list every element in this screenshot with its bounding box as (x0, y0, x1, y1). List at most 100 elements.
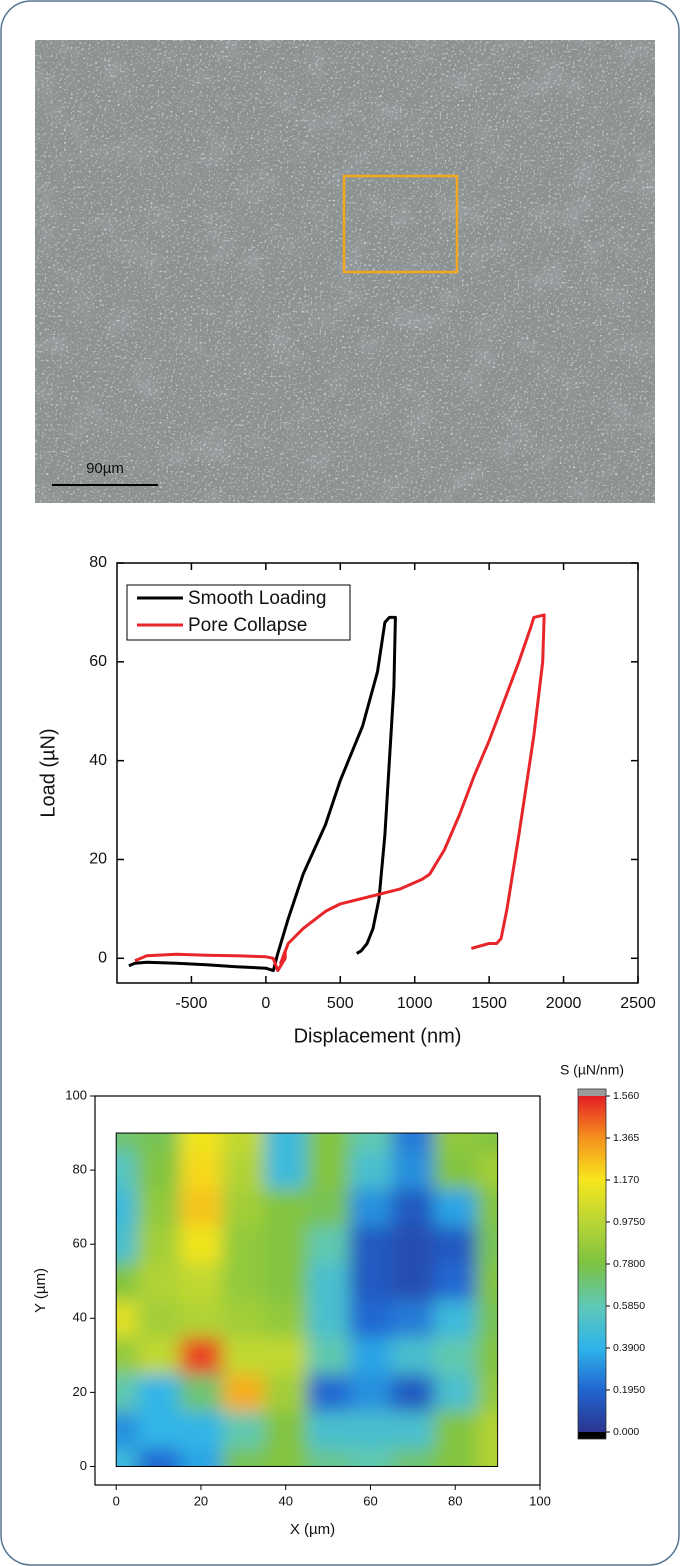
map-cell (434, 1410, 477, 1449)
y-tick-label: 80 (89, 554, 107, 571)
map-cell (306, 1262, 350, 1301)
y-axis-title: Y (µm) (32, 1268, 49, 1313)
map-cell (476, 1336, 498, 1375)
map-cell (264, 1299, 308, 1338)
map-cell (391, 1410, 435, 1449)
map-cell (434, 1225, 477, 1264)
map-cell (137, 1262, 181, 1301)
map-cell (476, 1133, 498, 1153)
x-tick-label: 20 (194, 1493, 208, 1508)
map-cell (391, 1447, 435, 1467)
x-tick-label: 500 (327, 995, 354, 1012)
x-tick-label: 0 (113, 1493, 120, 1508)
colorbar-tick-label: 0.9750 (613, 1216, 645, 1228)
line-chart: -500 0 500 1000 1500 2000 2500 0 20 40 60 80 Displac… (37, 554, 656, 1047)
x-tick-label: 0 (261, 995, 270, 1012)
y-tick-label: 60 (89, 653, 107, 670)
x-tick-label: 2000 (546, 995, 582, 1012)
map-cell (264, 1336, 308, 1375)
map-cell (222, 1336, 266, 1375)
map-cell (349, 1188, 393, 1227)
map-cell (476, 1447, 498, 1467)
map-cell (137, 1151, 181, 1190)
map-cell (349, 1410, 393, 1449)
map-cell (391, 1151, 435, 1190)
y-tick-label: 0 (98, 950, 107, 967)
x-tick-label: 60 (363, 1493, 377, 1508)
map-cell (222, 1188, 266, 1227)
map-cell (116, 1133, 138, 1153)
map-cell (306, 1299, 350, 1338)
x-tick-label: 2500 (620, 995, 656, 1012)
region-box (342, 174, 459, 274)
map-cell (391, 1373, 435, 1412)
map-cell (434, 1188, 477, 1227)
series-line (134, 613, 546, 973)
map-cell (306, 1336, 350, 1375)
map-cell (137, 1188, 181, 1227)
map-cell (349, 1151, 393, 1190)
map-cell (116, 1410, 138, 1449)
map-cell (137, 1225, 181, 1264)
colorbar-tick-label: 0.3900 (613, 1342, 645, 1354)
map-cell (137, 1299, 181, 1338)
colorbar-tick-label: 0.000 (613, 1426, 639, 1438)
map-cell (306, 1225, 350, 1264)
map-cell (222, 1262, 266, 1301)
map-cell (306, 1188, 350, 1227)
y-tick-label: 40 (73, 1310, 87, 1325)
map-cell (264, 1410, 308, 1449)
y-tick-label: 20 (73, 1384, 87, 1399)
map-cell (264, 1151, 308, 1190)
map-cell (179, 1151, 223, 1190)
map-cell (476, 1373, 498, 1412)
micrograph: 90µm (35, 40, 655, 503)
map-cell (179, 1225, 223, 1264)
map-cell (222, 1133, 266, 1153)
map-cell (116, 1373, 138, 1412)
map-cell (116, 1188, 138, 1227)
y-tick-label: 20 (89, 851, 107, 868)
map-cell (349, 1225, 393, 1264)
map-cell (222, 1151, 266, 1190)
map-cell (434, 1151, 477, 1190)
map-cell (116, 1299, 138, 1338)
map-cell (349, 1447, 393, 1467)
y-axis-title: Load (µN) (37, 728, 59, 817)
map-cell (434, 1336, 477, 1375)
y-tick-label: 80 (73, 1162, 87, 1177)
scale-label: 90µm (86, 460, 124, 477)
y-tick-label: 40 (89, 752, 107, 769)
map-outline (115, 1132, 499, 1467)
map-cell (434, 1133, 477, 1153)
map-cell (391, 1299, 435, 1338)
map-cell (179, 1188, 223, 1227)
x-tick-label: 100 (529, 1493, 551, 1508)
map-cell (116, 1151, 138, 1190)
map-cell (116, 1262, 138, 1301)
y-tick-label: 60 (73, 1236, 87, 1251)
map-cell (349, 1299, 393, 1338)
map-cell (222, 1299, 266, 1338)
contour-chart: 0 20 40 60 80 100 0 20 40 60 80 100 X (µm) Y (µm) S (µ… (32, 1062, 645, 1538)
colorbar-tick-label: 0.1950 (613, 1384, 645, 1396)
series-line (128, 615, 397, 973)
map-cell (306, 1410, 350, 1449)
map-cell (179, 1373, 223, 1412)
x-tick-label: 80 (448, 1493, 462, 1508)
map-cell (349, 1262, 393, 1301)
map-cell (137, 1447, 181, 1467)
map-cell (476, 1299, 498, 1338)
map-cell (476, 1262, 498, 1301)
map-cell (264, 1188, 308, 1227)
map-cell (434, 1373, 477, 1412)
map-cell (391, 1262, 435, 1301)
map-cell (222, 1447, 266, 1467)
map-cell (349, 1336, 393, 1375)
map-cell (264, 1262, 308, 1301)
map-cell (391, 1225, 435, 1264)
legend-box (126, 584, 351, 641)
map-cell (137, 1373, 181, 1412)
map-cell (306, 1373, 350, 1412)
map-cell (179, 1299, 223, 1338)
